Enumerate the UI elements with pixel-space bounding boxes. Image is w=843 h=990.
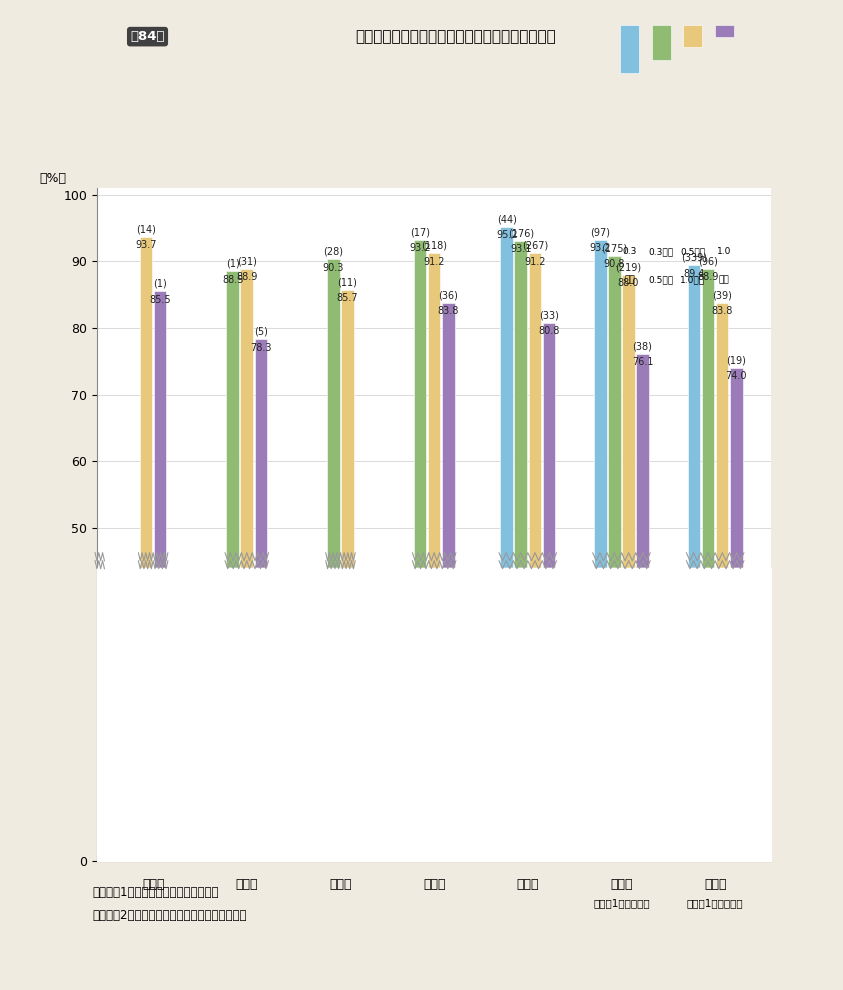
- Text: (267): (267): [522, 241, 548, 250]
- Text: 中核市: 中核市: [235, 878, 258, 891]
- Text: 88.9: 88.9: [697, 272, 719, 282]
- Text: （注）　1　比率は、加重平均である。: （注） 1 比率は、加重平均である。: [93, 886, 219, 899]
- Bar: [688, 265, 701, 861]
- Text: (33): (33): [539, 310, 559, 320]
- Text: 91.2: 91.2: [524, 256, 545, 266]
- Text: (1): (1): [226, 258, 239, 268]
- Bar: [240, 268, 253, 861]
- Text: 大都市: 大都市: [142, 878, 164, 891]
- Text: (14): (14): [137, 224, 156, 234]
- Text: 90.3: 90.3: [323, 262, 344, 273]
- Text: 団体規模別財政力指数段階別の経常収支率の状況: 団体規模別財政力指数段階別の経常収支率の状況: [355, 29, 556, 45]
- Text: 〔人口1万人以上〕: 〔人口1万人以上〕: [593, 898, 650, 908]
- Text: (339): (339): [681, 252, 707, 262]
- Text: (219): (219): [615, 262, 642, 272]
- Text: 85.5: 85.5: [149, 295, 171, 305]
- Text: 特例市: 特例市: [330, 878, 352, 891]
- Text: 95.2: 95.2: [496, 230, 518, 241]
- Text: 第84図: 第84図: [131, 30, 164, 44]
- Bar: [414, 241, 427, 861]
- Text: 0.3以上: 0.3以上: [648, 247, 674, 255]
- Text: 0.5以上: 0.5以上: [680, 247, 706, 255]
- Text: 93.2: 93.2: [410, 244, 431, 253]
- Text: (19): (19): [727, 355, 746, 365]
- Bar: [702, 268, 715, 861]
- Text: 93.2: 93.2: [589, 244, 611, 253]
- Bar: [327, 259, 340, 861]
- Text: (5): (5): [254, 327, 268, 337]
- Text: (31): (31): [237, 256, 257, 266]
- Text: 0.3: 0.3: [622, 247, 636, 255]
- Bar: [594, 241, 607, 861]
- Text: (38): (38): [632, 342, 652, 351]
- Text: 83.8: 83.8: [438, 306, 459, 316]
- Text: 85.7: 85.7: [336, 293, 358, 303]
- Text: (176): (176): [507, 228, 534, 238]
- Text: 88.5: 88.5: [222, 275, 244, 285]
- Text: (44): (44): [497, 214, 517, 224]
- Text: (11): (11): [337, 277, 357, 287]
- Text: (36): (36): [438, 290, 458, 300]
- Bar: [608, 256, 620, 861]
- Bar: [620, 25, 639, 72]
- Text: 88.9: 88.9: [236, 272, 257, 282]
- Text: (97): (97): [590, 228, 610, 238]
- Text: 中都市: 中都市: [423, 878, 445, 891]
- Text: (175): (175): [601, 244, 627, 253]
- Text: 〔人口1万人未満〕: 〔人口1万人未満〕: [687, 898, 744, 908]
- Bar: [140, 237, 153, 861]
- Bar: [529, 253, 541, 861]
- Text: (1): (1): [153, 279, 167, 289]
- Text: 0.5未満: 0.5未満: [648, 275, 674, 284]
- Text: (96): (96): [698, 256, 718, 266]
- Bar: [514, 241, 527, 861]
- Text: 83.8: 83.8: [711, 306, 733, 316]
- Bar: [442, 303, 454, 861]
- Bar: [153, 291, 167, 861]
- Bar: [622, 275, 635, 861]
- Bar: [684, 25, 702, 47]
- Text: (118): (118): [422, 241, 447, 250]
- Text: 2　（　）内の数値は、団体数である。: 2 （ ）内の数値は、団体数である。: [93, 909, 247, 922]
- Text: 74.0: 74.0: [726, 371, 747, 381]
- Text: (39): (39): [712, 290, 732, 300]
- Text: 町　村: 町 村: [610, 878, 633, 891]
- Bar: [730, 368, 743, 861]
- Text: (17): (17): [410, 228, 430, 238]
- Text: 町　村: 町 村: [704, 878, 727, 891]
- Text: （%）: （%）: [40, 171, 67, 185]
- Text: 93.1: 93.1: [510, 245, 531, 254]
- Text: 78.3: 78.3: [250, 343, 271, 352]
- Text: 88.0: 88.0: [618, 278, 639, 288]
- Bar: [341, 290, 354, 861]
- Text: 未満: 未満: [624, 275, 635, 284]
- Bar: [715, 25, 733, 37]
- Bar: [636, 354, 649, 861]
- Bar: [428, 253, 440, 861]
- Bar: [227, 271, 239, 861]
- Text: 76.1: 76.1: [631, 357, 653, 367]
- Text: (28): (28): [324, 247, 343, 256]
- Text: 93.7: 93.7: [136, 241, 157, 250]
- Text: 以上: 以上: [719, 275, 730, 284]
- Text: 1.0未満: 1.0未満: [680, 275, 706, 284]
- Text: 91.2: 91.2: [423, 256, 445, 266]
- Bar: [652, 25, 670, 59]
- Bar: [543, 323, 556, 861]
- Text: 小都市: 小都市: [517, 878, 539, 891]
- Bar: [255, 340, 267, 861]
- Text: 89.4: 89.4: [684, 268, 705, 279]
- Text: 1.0: 1.0: [717, 247, 732, 255]
- Text: 90.8: 90.8: [604, 259, 626, 269]
- Bar: [716, 303, 728, 861]
- Bar: [501, 227, 513, 861]
- Text: 80.8: 80.8: [538, 326, 560, 336]
